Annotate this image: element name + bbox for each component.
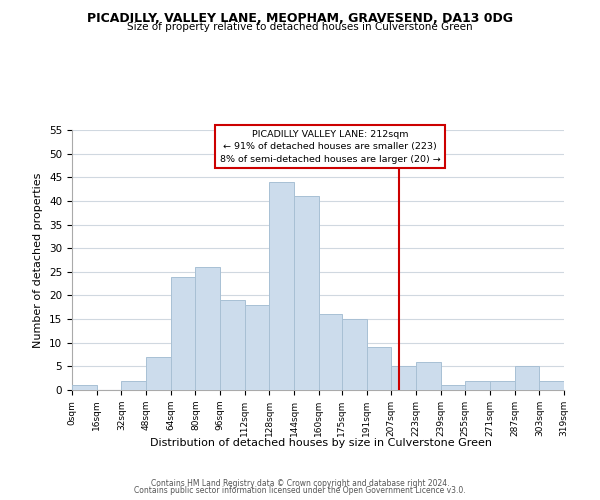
Text: Contains public sector information licensed under the Open Government Licence v3: Contains public sector information licen… [134,486,466,495]
Bar [539,380,564,390]
Bar [220,300,245,390]
Bar [196,267,220,390]
Bar [245,305,269,390]
Bar [391,366,416,390]
Bar [416,362,440,390]
Bar [171,276,196,390]
Bar [121,380,146,390]
Bar [440,386,465,390]
Text: PICADILLY, VALLEY LANE, MEOPHAM, GRAVESEND, DA13 0DG: PICADILLY, VALLEY LANE, MEOPHAM, GRAVESE… [87,12,513,26]
Text: Contains HM Land Registry data © Crown copyright and database right 2024.: Contains HM Land Registry data © Crown c… [151,478,449,488]
Bar [490,380,515,390]
Text: Distribution of detached houses by size in Culverstone Green: Distribution of detached houses by size … [150,438,492,448]
Bar [146,357,171,390]
Bar [465,380,490,390]
Bar [367,348,391,390]
Bar [72,386,97,390]
Text: PICADILLY VALLEY LANE: 212sqm
← 91% of detached houses are smaller (223)
8% of s: PICADILLY VALLEY LANE: 212sqm ← 91% of d… [220,130,441,164]
Bar [342,319,367,390]
Bar [319,314,342,390]
Y-axis label: Number of detached properties: Number of detached properties [34,172,43,348]
Bar [294,196,319,390]
Bar [515,366,539,390]
Text: Size of property relative to detached houses in Culverstone Green: Size of property relative to detached ho… [127,22,473,32]
Bar [269,182,294,390]
